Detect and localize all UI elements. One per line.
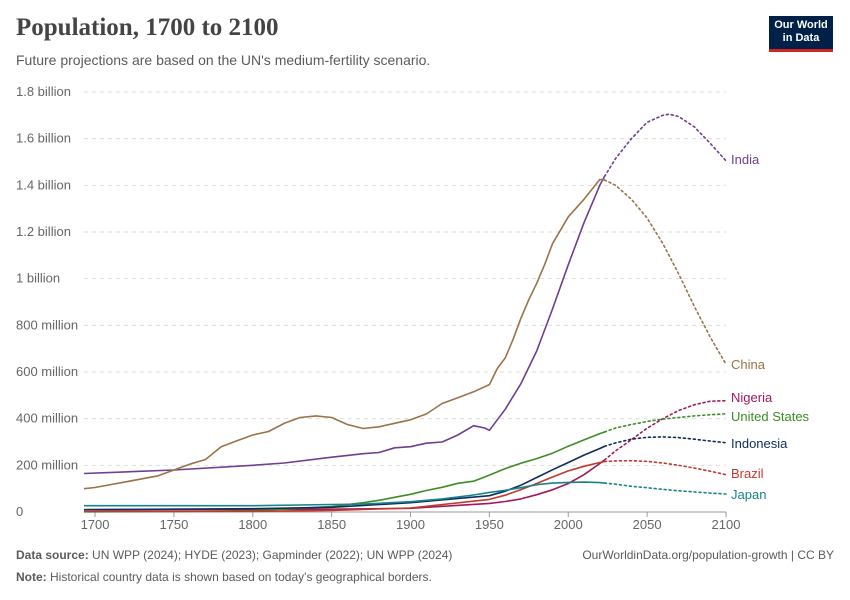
note-label: Note: <box>16 570 47 584</box>
y-tick-label-0: 0 <box>16 504 23 519</box>
series-label-indonesia: Indonesia <box>731 436 788 451</box>
series-projection-brazil <box>603 459 727 476</box>
series-label-china: China <box>731 357 766 372</box>
x-tick-label-3: 1850 <box>317 517 346 532</box>
y-axis: 0 200 million 400 million 600 million 800 mi… <box>16 84 78 519</box>
owid-logo[interactable]: Our World in Data <box>769 16 833 52</box>
chart-title: Population, 1700 to 2100 <box>16 14 279 41</box>
x-tick-label-8: 2100 <box>712 517 741 532</box>
x-tick-label-0: 1700 <box>81 517 110 532</box>
y-tick-label-3: 600 million <box>16 364 78 379</box>
x-tick-label-5: 1950 <box>475 517 504 532</box>
series-label-nigeria: Nigeria <box>731 390 773 405</box>
logo-line-1: Our World <box>774 19 828 31</box>
series-line-japan <box>84 481 605 507</box>
x-tick-label-4: 1900 <box>396 517 425 532</box>
series-line-brazil <box>83 460 605 513</box>
y-tick-label-5: 1 billion <box>16 271 60 286</box>
x-tick-label-6: 2000 <box>554 517 583 532</box>
x-axis: 1700 1750 1800 1850 1900 1950 2000 2050 2100 <box>81 511 741 532</box>
series-label-united-states: United States <box>731 409 810 424</box>
series-line-india <box>83 176 606 475</box>
y-tick-label-6: 1.2 billion <box>16 224 71 239</box>
logo-line-2: in Data <box>782 32 820 44</box>
series-projection-india <box>603 113 727 178</box>
y-tick-label-4: 800 million <box>16 317 78 332</box>
x-tick-label-2: 1800 <box>238 517 267 532</box>
x-tick-label-1: 1750 <box>159 517 188 532</box>
series-line-united-states <box>83 431 605 513</box>
y-tick-label-9: 1.8 billion <box>16 84 71 99</box>
source-text: UN WPP (2024); HYDE (2023); Gapminder (2… <box>92 548 453 562</box>
series-line-china <box>83 178 605 490</box>
series-projection-united-states <box>603 412 727 433</box>
y-tick-label-1: 200 million <box>16 457 78 472</box>
series-lines[interactable] <box>83 113 727 513</box>
series-line-nigeria <box>83 459 605 511</box>
y-tick-label-7: 1.4 billion <box>16 177 71 192</box>
y-tick-label-2: 400 million <box>16 411 78 426</box>
y-tick-label-8: 1.6 billion <box>16 131 71 146</box>
series-projection-japan <box>603 482 727 495</box>
series-projection-china <box>603 179 727 366</box>
series-label-brazil: Brazil <box>731 466 764 481</box>
series-label-india: India <box>731 152 760 167</box>
x-tick-label-7: 2050 <box>633 517 662 532</box>
note-text: Historical country data is shown based o… <box>50 570 432 584</box>
series-line-indonesia <box>83 445 605 511</box>
series-label-japan: Japan <box>731 487 766 502</box>
series-projection-nigeria <box>603 399 727 461</box>
series-projection-indonesia <box>603 436 727 448</box>
line-chart[interactable]: 0 200 million 400 million 600 million 800 mi… <box>0 0 850 540</box>
gridlines <box>84 91 726 466</box>
data-source: Data source: UN WPP (2024); HYDE (2023);… <box>16 548 452 562</box>
url-credit[interactable]: OurWorldinData.org/population-growth | C… <box>582 548 834 562</box>
note: Note: Historical country data is shown b… <box>16 570 432 584</box>
series-labels: India China Nigeria United States Indonesia B… <box>731 152 810 502</box>
chart-subtitle: Future projections are based on the UN's… <box>16 52 431 68</box>
source-label: Data source: <box>16 548 89 562</box>
